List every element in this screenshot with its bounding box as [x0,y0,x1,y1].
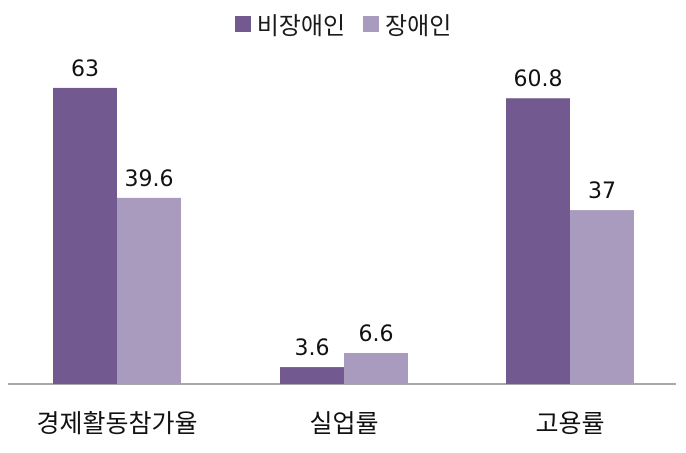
data-label: 60.8 [514,67,563,92]
legend: 비장애인 장애인 [0,6,686,41]
data-label: 37 [588,179,616,204]
category-label: 실업률 [309,409,378,438]
bar-non-disabled-2 [506,98,570,385]
data-label: 6.6 [359,322,394,347]
category-label: 경제활동참가율 [36,409,197,438]
legend-swatch-disabled [363,15,380,32]
legend-item-disabled: 장애인 [363,6,451,41]
bar-disabled-1 [344,352,408,384]
legend-swatch-non-disabled [234,15,251,32]
legend-label-disabled: 장애인 [385,12,452,40]
data-label: 3.6 [295,336,330,361]
category-label: 고용률 [535,409,604,438]
data-label: 63 [71,57,99,82]
data-label: 39.6 [125,167,174,192]
bar-disabled-2 [570,210,634,384]
bar-non-disabled-1 [280,367,344,384]
bar-disabled-0 [117,197,181,384]
legend-item-non-disabled: 비장애인 [234,6,346,41]
legend-label-non-disabled: 비장애인 [256,12,346,40]
bar-non-disabled-0 [53,87,117,385]
